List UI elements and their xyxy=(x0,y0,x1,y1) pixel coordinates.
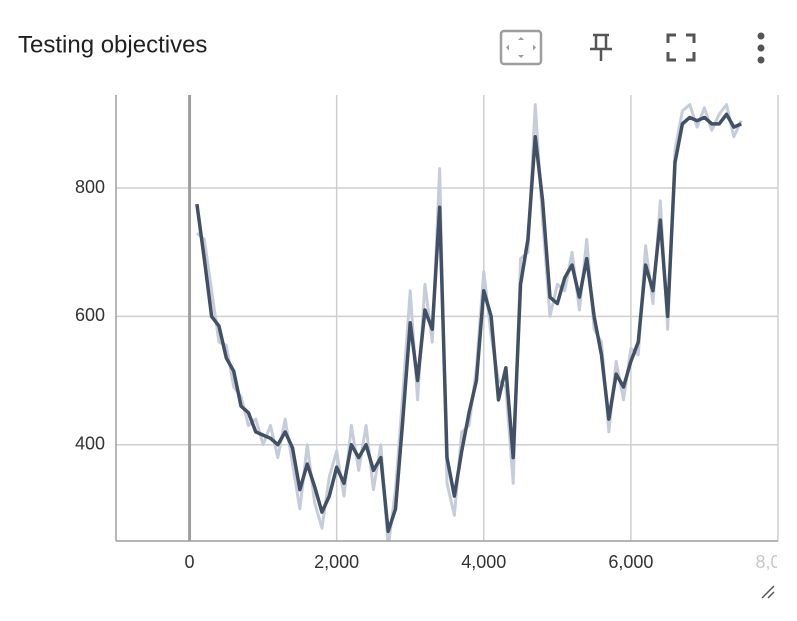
x-tick-label: 8,000 xyxy=(755,552,797,572)
x-tick-label: 4,000 xyxy=(461,552,506,572)
pin-button[interactable] xyxy=(590,33,612,61)
fit-domain-button[interactable] xyxy=(499,29,543,66)
chart-title: Testing objectives xyxy=(18,31,207,58)
x-tick-label: 6,000 xyxy=(608,552,653,572)
series-line xyxy=(195,112,742,534)
y-tick-label: 800 xyxy=(75,177,105,197)
y-tick-label: 400 xyxy=(75,433,105,453)
plot-area xyxy=(195,103,743,541)
fullscreen-button[interactable] xyxy=(666,33,696,62)
y-tick-label: 600 xyxy=(75,305,105,325)
x-tick-label: 2,000 xyxy=(314,552,359,572)
menu-button[interactable] xyxy=(757,32,765,64)
series-line xyxy=(195,103,743,541)
resize-handle[interactable] xyxy=(761,585,775,599)
x-tick-label: 0 xyxy=(185,552,195,572)
tick-labels: 400 600 800 0 2,000 4,000 6,000 8,000 xyxy=(75,177,797,572)
